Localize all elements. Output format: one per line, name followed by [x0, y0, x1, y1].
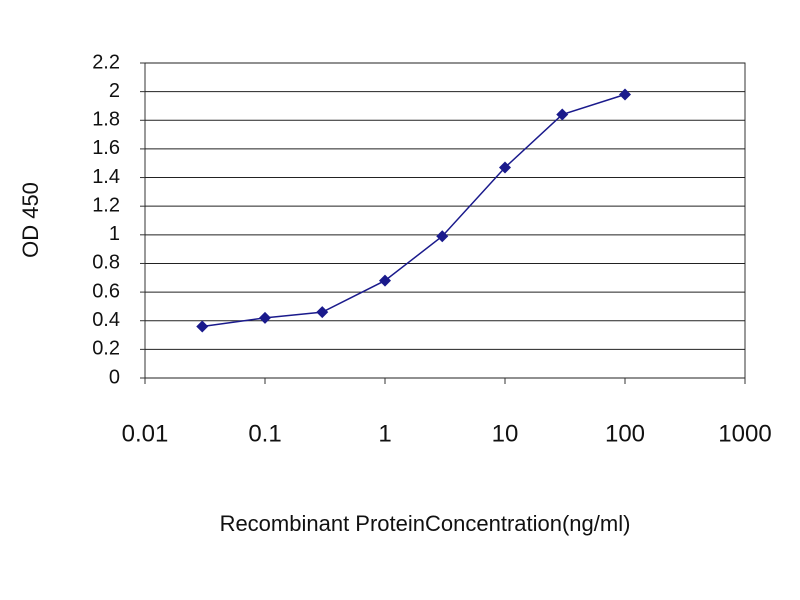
x-axis-label: Recombinant ProteinConcentration(ng/ml): [220, 511, 631, 536]
plot-area: [144, 62, 746, 379]
y-tick-label: 1.2: [92, 194, 120, 216]
data-point: [196, 320, 209, 333]
data-point: [259, 311, 271, 324]
data-point: [499, 161, 511, 174]
x-tick-label: 1000: [718, 420, 771, 447]
y-tick-label: 1.6: [92, 137, 120, 159]
data-point: [436, 230, 449, 243]
y-axis-label: OD 450: [18, 182, 43, 258]
x-tick-label: 10: [492, 420, 519, 447]
x-tick-label: 0.1: [248, 420, 281, 447]
data-point: [556, 108, 569, 121]
y-tick-label: 1.4: [92, 166, 120, 188]
y-tick-label: 0.8: [92, 252, 120, 274]
x-tick-label: 0.01: [122, 420, 169, 447]
y-tick-label: 0.2: [92, 338, 120, 360]
y-tick-label: 0.4: [92, 309, 120, 331]
x-tick-label: 100: [605, 420, 645, 447]
data-line: [202, 93, 626, 328]
y-tick-label: 1: [109, 223, 120, 245]
y-tick-label: 0.6: [92, 280, 120, 302]
y-tick-label: 0: [109, 366, 120, 388]
x-tick-label: 1: [378, 420, 391, 447]
data-point: [316, 306, 329, 319]
y-tick-label: 2: [109, 80, 120, 102]
y-tick-label: 1.8: [92, 109, 120, 131]
data-point: [619, 88, 631, 101]
y-tick-label: 2.2: [92, 51, 120, 73]
data-point: [379, 274, 391, 287]
